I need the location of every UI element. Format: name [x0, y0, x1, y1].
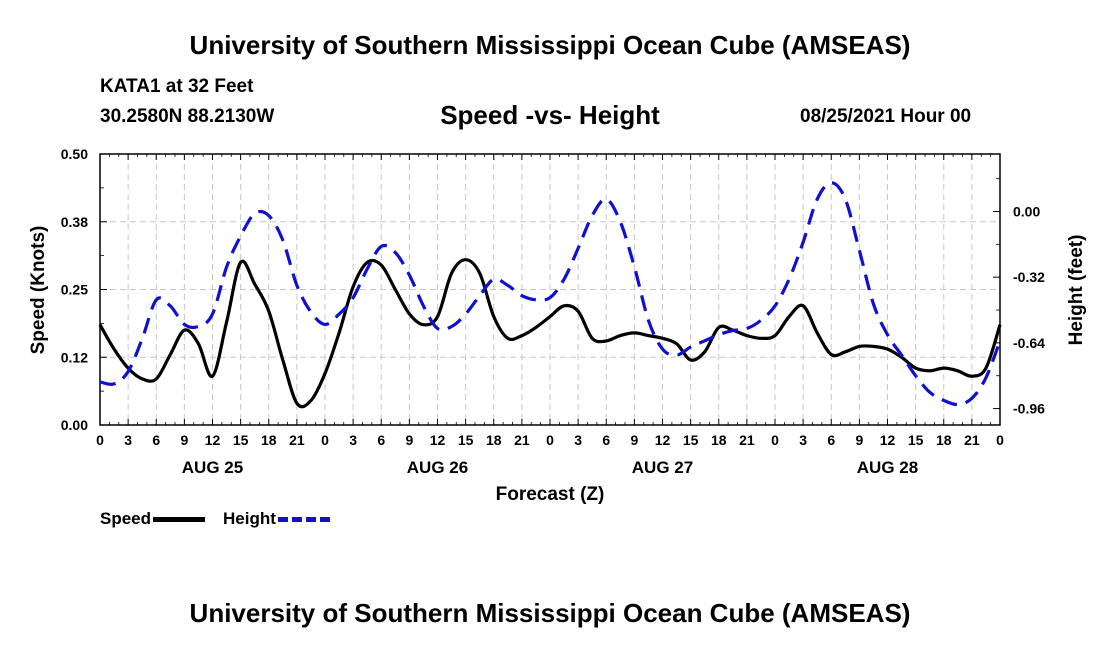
x-tick-label: 0	[96, 432, 104, 448]
x-tick-label: 6	[152, 432, 160, 448]
x-tick-label: 18	[486, 432, 502, 448]
x-tick-label: 12	[205, 432, 221, 448]
main-title: University of Southern Mississippi Ocean…	[189, 30, 911, 60]
y2-tick-label: -0.32	[1013, 269, 1045, 285]
x-axis-label: Forecast (Z)	[496, 484, 605, 505]
x-tick-label: 18	[261, 432, 277, 448]
footer-title: University of Southern Mississippi Ocean…	[189, 598, 911, 628]
x-tick-label: 0	[321, 432, 329, 448]
x-tick-label: 21	[964, 432, 980, 448]
day-label: AUG 28	[857, 458, 918, 477]
x-tick-label: 12	[430, 432, 446, 448]
y2-axis-label: Height (feet)	[1066, 235, 1087, 346]
axis-layer: 0 3 6 9 12 15 18 21 0 3 6 9 12 15 18 21 0 3 6 9 12 15 18 21 0 3 6 9…	[61, 146, 1045, 477]
legend: Speed Height	[100, 509, 348, 529]
x-tick-label: 21	[514, 432, 530, 448]
day-label: AUG 25	[182, 458, 243, 477]
legend-item-speed: Speed	[100, 509, 206, 529]
y-tick-label: 0.12	[61, 349, 88, 365]
x-tick-label: 12	[655, 432, 671, 448]
x-tick-label: 15	[233, 432, 249, 448]
x-tick-label: 12	[880, 432, 896, 448]
x-tick-label: 15	[683, 432, 699, 448]
y-tick-label: 0.38	[61, 214, 88, 230]
x-tick-label: 6	[602, 432, 610, 448]
series-line-speed	[98, 258, 1002, 409]
x-tick-label: 3	[799, 432, 807, 448]
y-tick-label: 0.50	[61, 146, 88, 162]
station-label: KATA1 at 32 Feet	[100, 76, 254, 97]
y2-tick-label: -0.64	[1013, 335, 1045, 351]
x-tick-label: 0	[996, 432, 1004, 448]
series-line-height	[99, 181, 1002, 407]
x-tick-label: 3	[124, 432, 132, 448]
x-tick-label: 15	[908, 432, 924, 448]
x-tick-label: 3	[349, 432, 357, 448]
x-tick-label: 9	[180, 432, 188, 448]
x-tick-label: 0	[771, 432, 779, 448]
x-tick-label: 0	[546, 432, 554, 448]
y2-tick-label: -0.96	[1013, 401, 1045, 417]
y-axis-label: Speed (Knots)	[28, 226, 49, 355]
legend-height-swatch	[277, 516, 330, 522]
day-label: AUG 27	[632, 458, 693, 477]
x-tick-label: 9	[855, 432, 863, 448]
x-tick-label: 6	[377, 432, 385, 448]
x-tick-label: 21	[289, 432, 305, 448]
x-tick-label: 21	[739, 432, 755, 448]
series-layer	[98, 181, 1002, 409]
x-tick-label: 9	[630, 432, 638, 448]
timestamp-label: 08/25/2021 Hour 00	[800, 106, 972, 127]
x-tick-label: 3	[574, 432, 582, 448]
coordinates-label: 30.2580N 88.2130W	[100, 106, 275, 127]
x-tick-label: 18	[936, 432, 952, 448]
x-tick-label: 15	[458, 432, 474, 448]
y2-tick-label: 0.00	[1013, 203, 1040, 219]
legend-speed-label: Speed	[100, 509, 152, 528]
x-tick-label: 18	[711, 432, 727, 448]
grid-layer	[100, 154, 1000, 425]
chart-title: Speed -vs- Height	[440, 100, 660, 130]
legend-speed-swatch	[153, 516, 206, 522]
y-tick-label: 0.00	[61, 417, 88, 433]
x-tick-label: 9	[405, 432, 413, 448]
day-label: AUG 26	[407, 458, 468, 477]
x-tick-label: 6	[827, 432, 835, 448]
legend-item-height: Height	[223, 509, 330, 529]
y-tick-label: 0.25	[61, 282, 88, 298]
legend-height-label: Height	[223, 509, 276, 528]
